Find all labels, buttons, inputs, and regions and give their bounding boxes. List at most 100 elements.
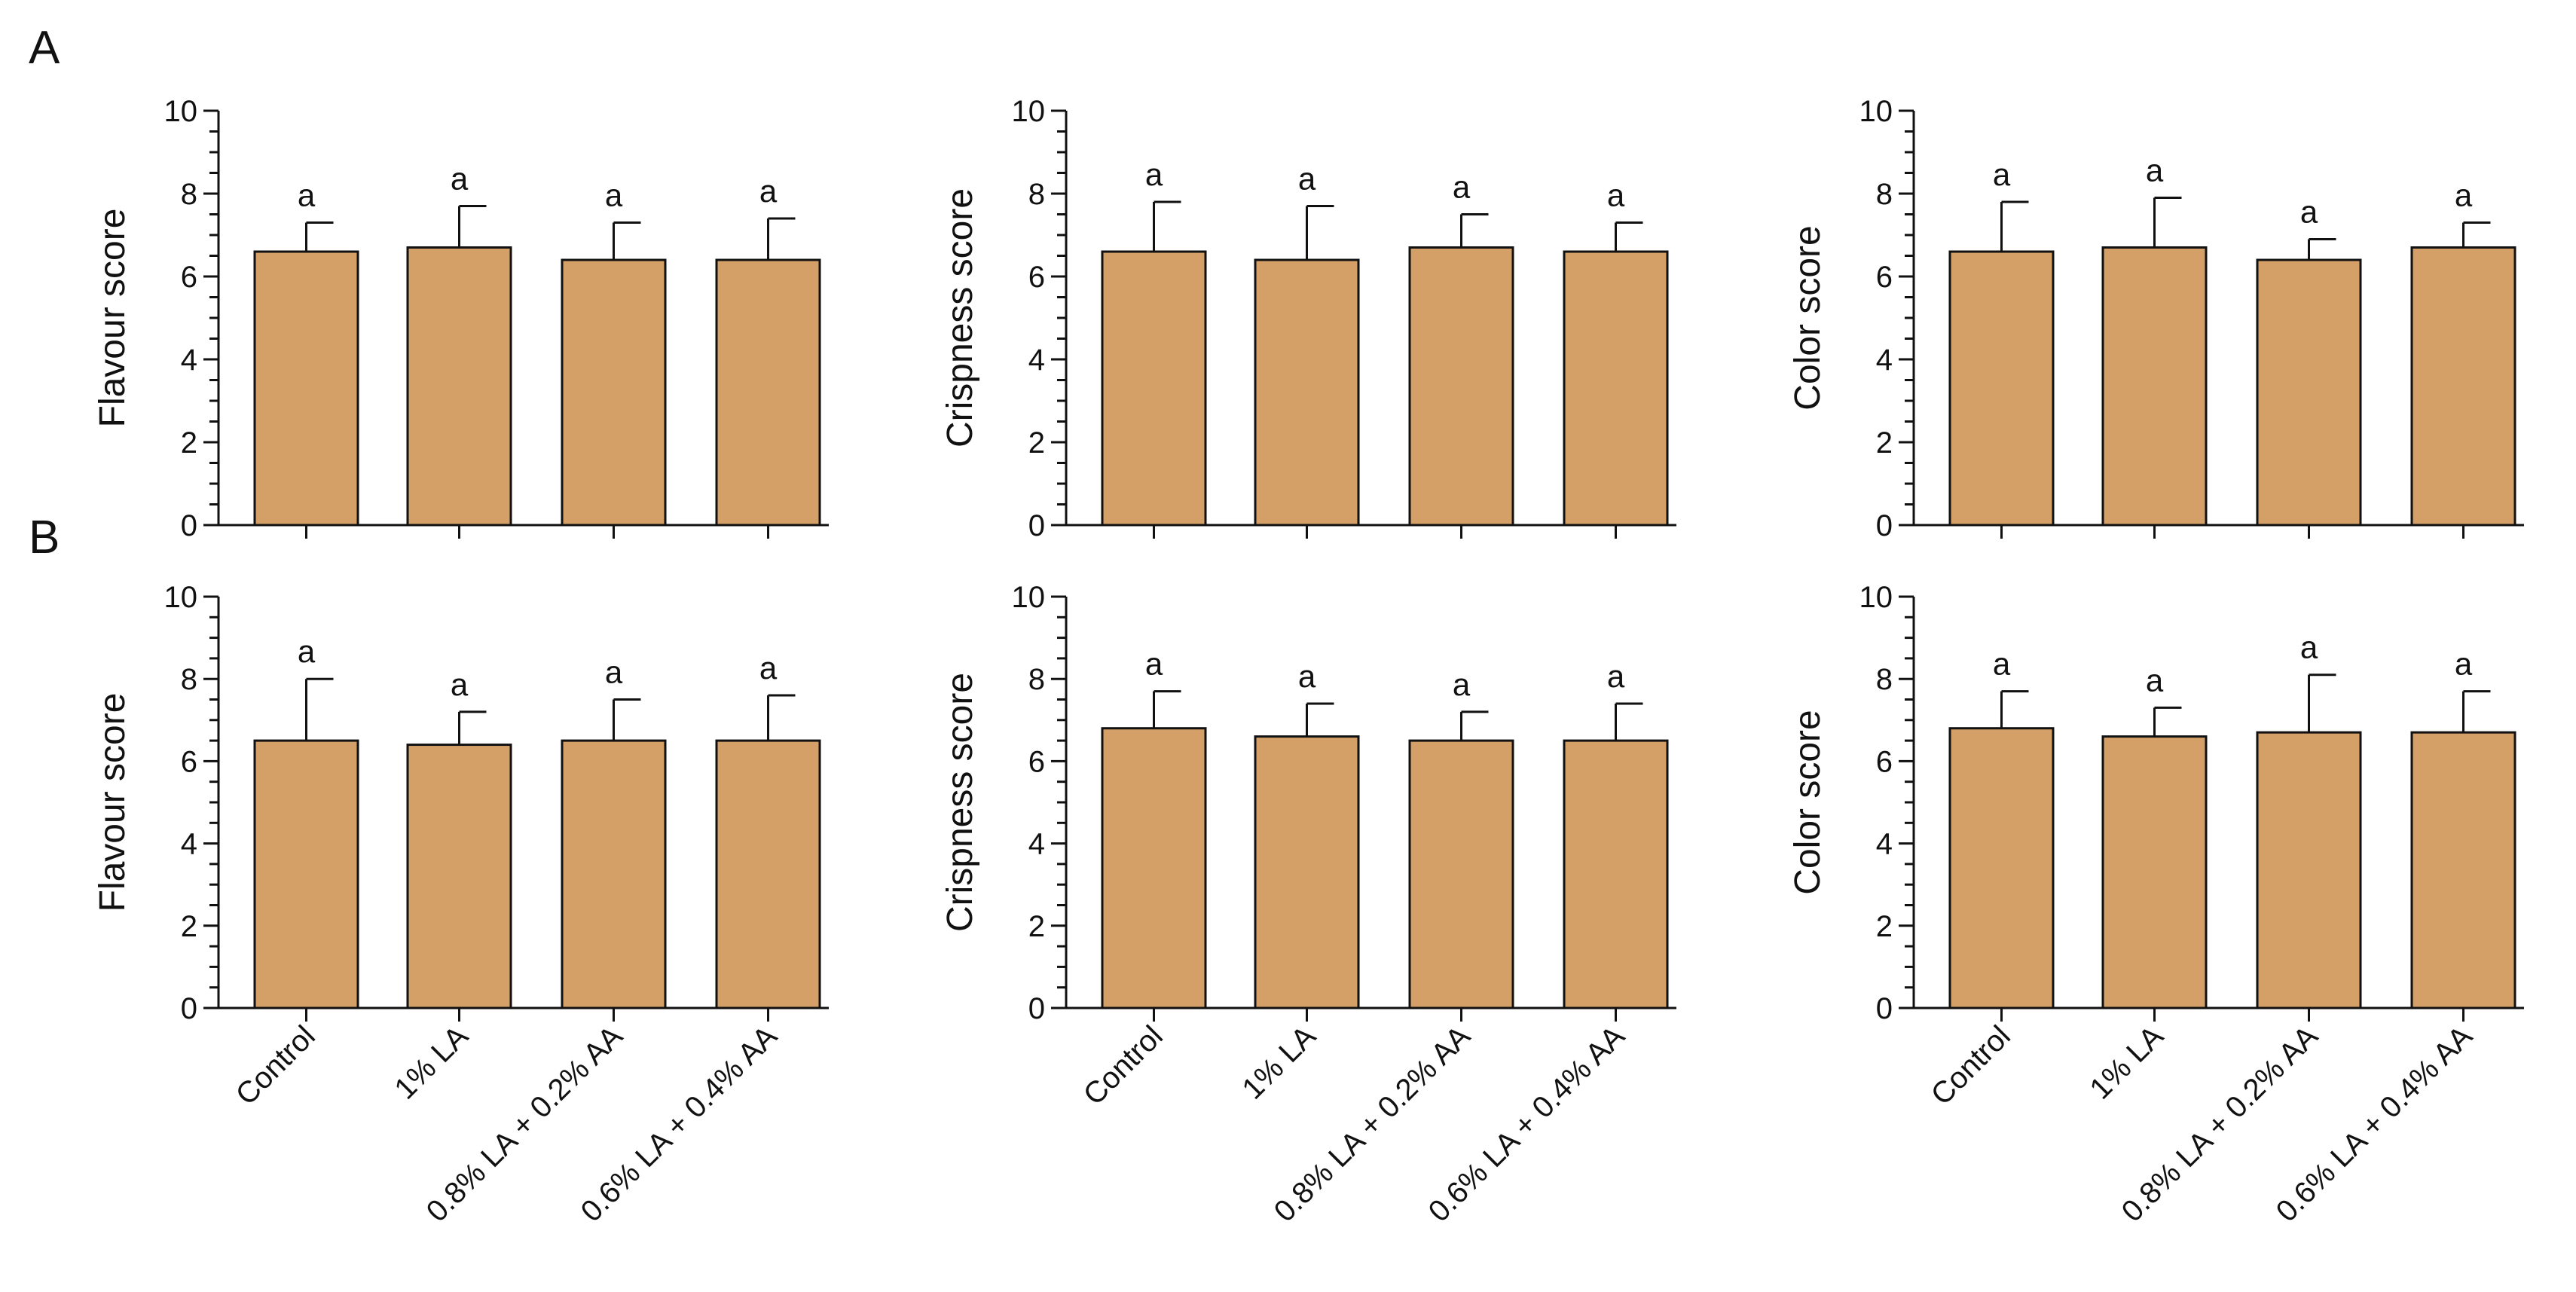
bar [253, 250, 359, 527]
x-tick-label: Control [230, 1019, 322, 1111]
significance-letter: a [2146, 662, 2164, 698]
bar [1254, 258, 1360, 527]
bar [1563, 739, 1669, 1009]
significance-letter: a [2300, 194, 2318, 230]
significance-letter: a [1453, 667, 1471, 702]
y-tick-label: 10 [164, 581, 198, 614]
significance-letter: a [1607, 178, 1625, 213]
y-tick-label: 6 [181, 261, 197, 294]
bar [2101, 735, 2208, 1009]
x-tick-label: 1% LA [1236, 1019, 1322, 1106]
y-tick-label: 8 [1876, 178, 1893, 211]
y-tick-label: 6 [181, 745, 197, 778]
y-tick-label: 0 [1876, 992, 1893, 1025]
chart-A-color: 0 2 4 6 8 10 Color score a a a a [1788, 95, 2524, 542]
y-tick-label: 0 [181, 509, 197, 542]
y-axis-title: Color score [1788, 225, 1828, 410]
y-tick-label: 10 [1859, 95, 1893, 128]
y-tick-label: 8 [1028, 663, 1045, 696]
y-tick-label: 2 [1876, 910, 1893, 943]
bar [1948, 250, 2055, 527]
significance-letter: a [605, 655, 623, 690]
y-tick-label: 10 [1012, 581, 1046, 614]
significance-letter: a [298, 178, 316, 213]
bar [2256, 258, 2362, 527]
y-tick-label: 8 [1876, 663, 1893, 696]
bar [406, 744, 512, 1009]
significance-letter: a [759, 650, 778, 686]
y-tick-label: 4 [1876, 344, 1893, 377]
y-tick-label: 8 [181, 663, 197, 696]
y-tick-label: 2 [181, 426, 197, 460]
significance-letter: a [451, 161, 469, 197]
bar [1254, 735, 1360, 1009]
y-tick-label: 6 [1028, 745, 1045, 778]
y-tick-label: 2 [1028, 426, 1045, 460]
y-axis-title: Color score [1788, 710, 1828, 894]
bar [1948, 727, 2055, 1009]
significance-letter: a [2300, 630, 2318, 665]
y-tick-label: 8 [181, 178, 197, 211]
x-tick-label: 1% LA [2083, 1019, 2170, 1106]
bar [715, 258, 821, 527]
significance-letter: a [1993, 157, 2011, 192]
bar [406, 246, 512, 527]
panel-label-b: B [29, 512, 60, 564]
significance-letter: a [2455, 178, 2473, 213]
bar [2101, 246, 2208, 527]
y-tick-label: 4 [1028, 828, 1045, 861]
panel-label-a: A [29, 22, 60, 74]
y-tick-label: 10 [1859, 581, 1893, 614]
significance-letter: a [2146, 153, 2164, 188]
y-tick-label: 8 [1028, 178, 1045, 211]
y-tick-label: 4 [1876, 828, 1893, 861]
significance-letter: a [605, 178, 623, 213]
bar [561, 739, 667, 1009]
bar [1408, 246, 1514, 527]
x-tick-label: Control [1925, 1019, 2017, 1111]
x-tick-label: 1% LA [388, 1019, 475, 1106]
bar [1563, 250, 1669, 527]
y-axis-title: Crispness score [940, 673, 980, 932]
bar [715, 739, 821, 1009]
x-tick-label: Control [1077, 1019, 1169, 1111]
bar [561, 258, 667, 527]
significance-letter: a [1145, 157, 1163, 192]
chart-A-flavour: 0 2 4 6 8 10 Flavour score a a a a [93, 95, 829, 542]
bar [253, 739, 359, 1009]
y-tick-label: 4 [181, 828, 197, 861]
y-tick-label: 0 [1028, 509, 1045, 542]
bar [2410, 731, 2516, 1009]
y-axis-title: Crispness score [940, 188, 980, 447]
significance-letter: a [451, 667, 469, 702]
significance-letter: a [1298, 161, 1316, 197]
y-tick-label: 6 [1028, 261, 1045, 294]
bar [1101, 250, 1207, 527]
y-tick-label: 10 [1012, 95, 1046, 128]
y-axis-title: Flavour score [93, 693, 133, 912]
bar [2410, 246, 2516, 527]
significance-letter: a [1145, 646, 1163, 682]
significance-letter: a [1298, 658, 1316, 694]
y-tick-label: 10 [164, 95, 198, 128]
y-tick-label: 6 [1876, 745, 1893, 778]
y-tick-label: 2 [1028, 910, 1045, 943]
y-axis-title: Flavour score [93, 209, 133, 428]
y-tick-label: 2 [1876, 426, 1893, 460]
y-tick-label: 4 [1028, 344, 1045, 377]
y-tick-label: 0 [181, 992, 197, 1025]
y-tick-label: 0 [1876, 509, 1893, 542]
y-tick-label: 4 [181, 344, 197, 377]
y-tick-label: 2 [181, 910, 197, 943]
significance-letter: a [1607, 658, 1625, 694]
bar [1408, 739, 1514, 1009]
significance-letter: a [2455, 646, 2473, 682]
bar [2256, 731, 2362, 1009]
y-tick-label: 0 [1028, 992, 1045, 1025]
significance-letter: a [1453, 170, 1471, 205]
